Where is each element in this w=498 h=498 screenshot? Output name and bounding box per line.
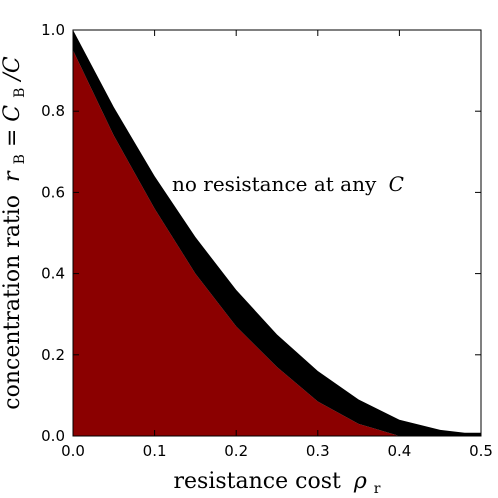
y-axis-title: concentration ratio r B = C B /C bbox=[0, 56, 30, 410]
y-tick-label: 0.2 bbox=[41, 346, 65, 364]
y-axis-den: /C bbox=[0, 56, 25, 82]
y-tick-label: 0.8 bbox=[41, 102, 65, 120]
y-axis-symbol-sub: B bbox=[12, 154, 28, 164]
x-tick-label: 0.0 bbox=[61, 442, 85, 460]
x-tick-label: 0.3 bbox=[306, 442, 330, 460]
annotation-symbol: C bbox=[389, 172, 404, 196]
x-tick-label: 0.4 bbox=[387, 442, 411, 460]
plot-area bbox=[73, 30, 481, 437]
y-axis-equals: = bbox=[0, 129, 25, 147]
black-band bbox=[73, 30, 481, 436]
y-tick-label: 0.6 bbox=[41, 183, 65, 201]
x-axis-symbol-sub: r bbox=[374, 481, 381, 497]
red-region bbox=[73, 50, 400, 437]
y-axis-num-sub: B bbox=[12, 88, 28, 98]
annotation-text: no resistance at any bbox=[172, 172, 377, 196]
y-tick-label: 1.0 bbox=[41, 21, 65, 39]
x-tick-label: 0.2 bbox=[224, 442, 248, 460]
y-tick-label: 0.0 bbox=[41, 427, 65, 445]
annotation: no resistance at any C bbox=[172, 172, 404, 196]
y-axis-num: C bbox=[0, 105, 25, 122]
plot-frame bbox=[72, 29, 482, 437]
x-axis-symbol: ρ bbox=[353, 469, 367, 494]
y-axis-symbol: r bbox=[0, 170, 25, 182]
axis-ticks: 0.0 0.1 0.2 0.3 0.4 0.5 0.0 0.2 0.4 0.6 0.8 1.0 bbox=[41, 21, 493, 460]
y-axis-title-text: concentration ratio bbox=[0, 195, 25, 410]
x-axis-title: resistance cost ρ r bbox=[174, 469, 381, 497]
x-tick-label: 0.1 bbox=[143, 442, 167, 460]
x-axis-title-text: resistance cost bbox=[174, 469, 341, 494]
x-tick-label: 0.5 bbox=[469, 442, 493, 460]
y-tick-label: 0.4 bbox=[41, 265, 65, 283]
